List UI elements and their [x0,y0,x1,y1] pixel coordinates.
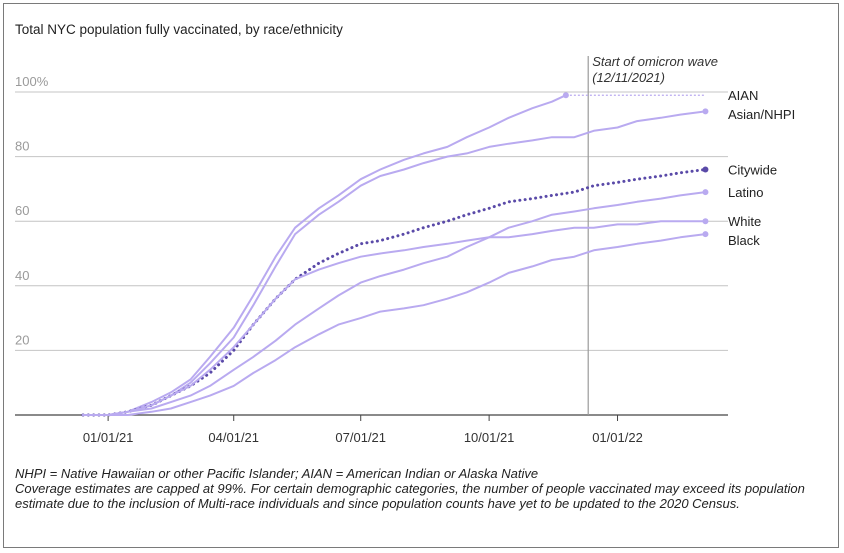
y-tick-label-80: 80 [15,139,29,154]
x-tick-label-2021-07-01: 07/01/21 [335,430,386,445]
series-label-white: White [728,214,761,229]
omicron-label-title: Start of omicron wave [592,54,718,69]
series-line-asian-nhpi [82,110,707,416]
series-label-black: Black [728,233,760,248]
x-tick-label-2022-01-01: 01/01/22 [592,430,643,445]
y-tick-label-40: 40 [15,268,29,283]
series-point-citywide [702,166,709,173]
y-axis-ticks: 100% 80 60 40 20 [15,74,49,347]
x-tick-label-2021-10-01: 10/01/21 [464,430,515,445]
series-line-white [82,220,707,416]
series-point-black [702,231,709,238]
series-label-latino: Latino [728,185,763,200]
series-label-asian-nhpi: Asian/NHPI [728,107,795,122]
footnote-coverage: Coverage estimates are capped at 99%. Fo… [15,481,805,511]
series-line-aian [82,94,567,416]
series-label-citywide: Citywide [728,163,777,178]
x-tick-label-2021-01-01: 01/01/21 [83,430,134,445]
chart-title: Total NYC population fully vaccinated, b… [15,22,343,37]
series-point-latino [702,189,709,196]
omicron-annotation: Start of omicron wave(12/11/2021) [587,54,718,415]
series-labels: AIAN Asian/NHPI Citywide Latino White Black [728,88,795,248]
y-tick-label-100: 100% [15,74,49,89]
series-line-black [82,233,707,416]
footnotes: NHPI = Native Hawaiian or other Pacific … [15,466,825,511]
y-tick-label-20: 20 [15,332,29,347]
series-line-latino [82,191,707,416]
series-point-asian-nhpi [702,108,709,115]
chart-frame [3,3,839,548]
y-tick-label-60: 60 [15,203,29,218]
grid-lines [15,91,728,351]
series-lines [81,92,709,417]
x-tick-label-2021-04-01: 04/01/21 [208,430,259,445]
footnote-abbreviations: NHPI = Native Hawaiian or other Pacific … [15,466,539,481]
series-label-aian: AIAN [728,88,758,103]
series-point-white [702,218,709,225]
omicron-label-date: (12/11/2021) [592,70,665,85]
x-axis: 01/01/21 04/01/21 07/01/21 10/01/21 01/01/22 [15,414,728,445]
series-line-citywide [81,168,707,417]
